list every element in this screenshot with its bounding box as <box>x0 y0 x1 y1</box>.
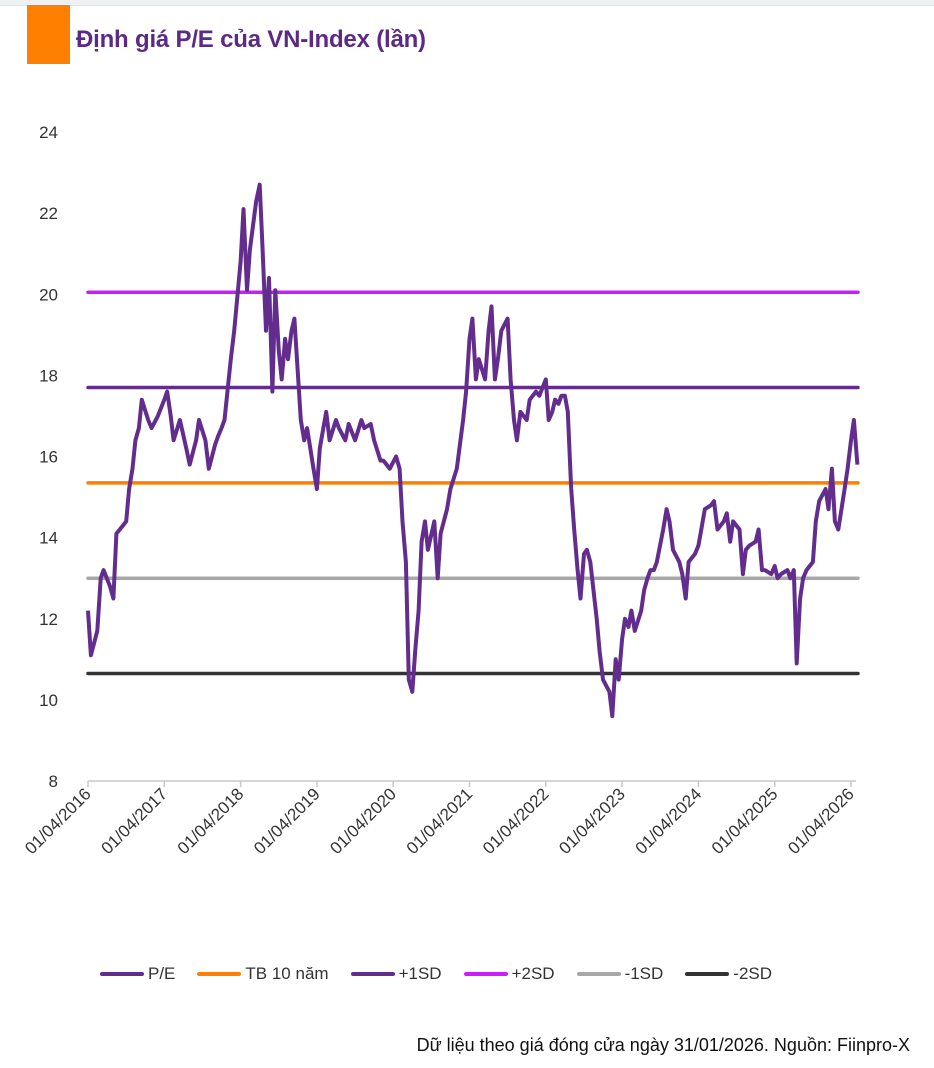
x-tick-label: 01/04/2022 <box>479 784 553 858</box>
chart-title: Định giá P/E của VN-Index (lần) <box>76 26 426 53</box>
legend-swatch <box>685 972 730 976</box>
y-tick-label: 20 <box>39 285 58 304</box>
legend-item: +2SD <box>463 964 555 984</box>
x-tick-label: 01/04/2016 <box>21 784 95 858</box>
x-tick-label: 01/04/2024 <box>632 784 706 858</box>
legend-swatch <box>100 972 144 976</box>
legend-label: +2SD <box>511 964 555 983</box>
x-tick-label: 01/04/2025 <box>708 784 782 858</box>
x-tick-label: 01/04/2020 <box>326 784 400 858</box>
legend-swatch <box>576 972 621 976</box>
x-tick-label: 01/04/2018 <box>174 784 248 858</box>
legend-item: -2SD <box>685 964 772 984</box>
legend-swatch <box>463 972 508 976</box>
legend-item: -1SD <box>576 964 664 984</box>
y-tick-label: 16 <box>39 448 58 467</box>
legend-swatch <box>350 972 395 976</box>
legend-item: +1SD <box>350 964 442 984</box>
legend-swatch <box>197 972 242 976</box>
legend-label: +1SD <box>398 964 442 983</box>
y-tick-label: 8 <box>49 772 58 791</box>
x-tick-label: 01/04/2023 <box>555 784 629 858</box>
legend-item: TB 10 năm <box>197 964 329 984</box>
legend-label: P/E <box>148 964 176 983</box>
source-note: Dữ liệu theo giá đóng cửa ngày 31/01/202… <box>416 1035 910 1055</box>
y-tick-label: 24 <box>39 123 58 142</box>
y-tick-label: 22 <box>39 204 58 223</box>
legend-item: P/E <box>100 964 175 984</box>
y-tick-label: 10 <box>39 691 58 710</box>
chart-legend: P/E TB 10 năm +1SD +2SD -1SD -2SD <box>100 964 794 984</box>
top-bar <box>0 0 934 6</box>
legend-label: -2SD <box>733 964 773 983</box>
y-tick-label: 12 <box>39 610 58 629</box>
pe-series-line <box>86 182 860 719</box>
legend-label: TB 10 năm <box>245 964 329 983</box>
legend-label: -1SD <box>624 964 664 983</box>
x-tick-label: 01/04/2017 <box>98 784 172 858</box>
y-tick-label: 14 <box>39 529 58 548</box>
x-tick-label: 01/04/2019 <box>250 784 324 858</box>
x-tick-label: 01/04/2021 <box>403 784 477 858</box>
x-tick-label: 01/04/2026 <box>784 784 858 858</box>
title-accent-block <box>27 5 70 64</box>
y-tick-label: 18 <box>39 366 58 385</box>
